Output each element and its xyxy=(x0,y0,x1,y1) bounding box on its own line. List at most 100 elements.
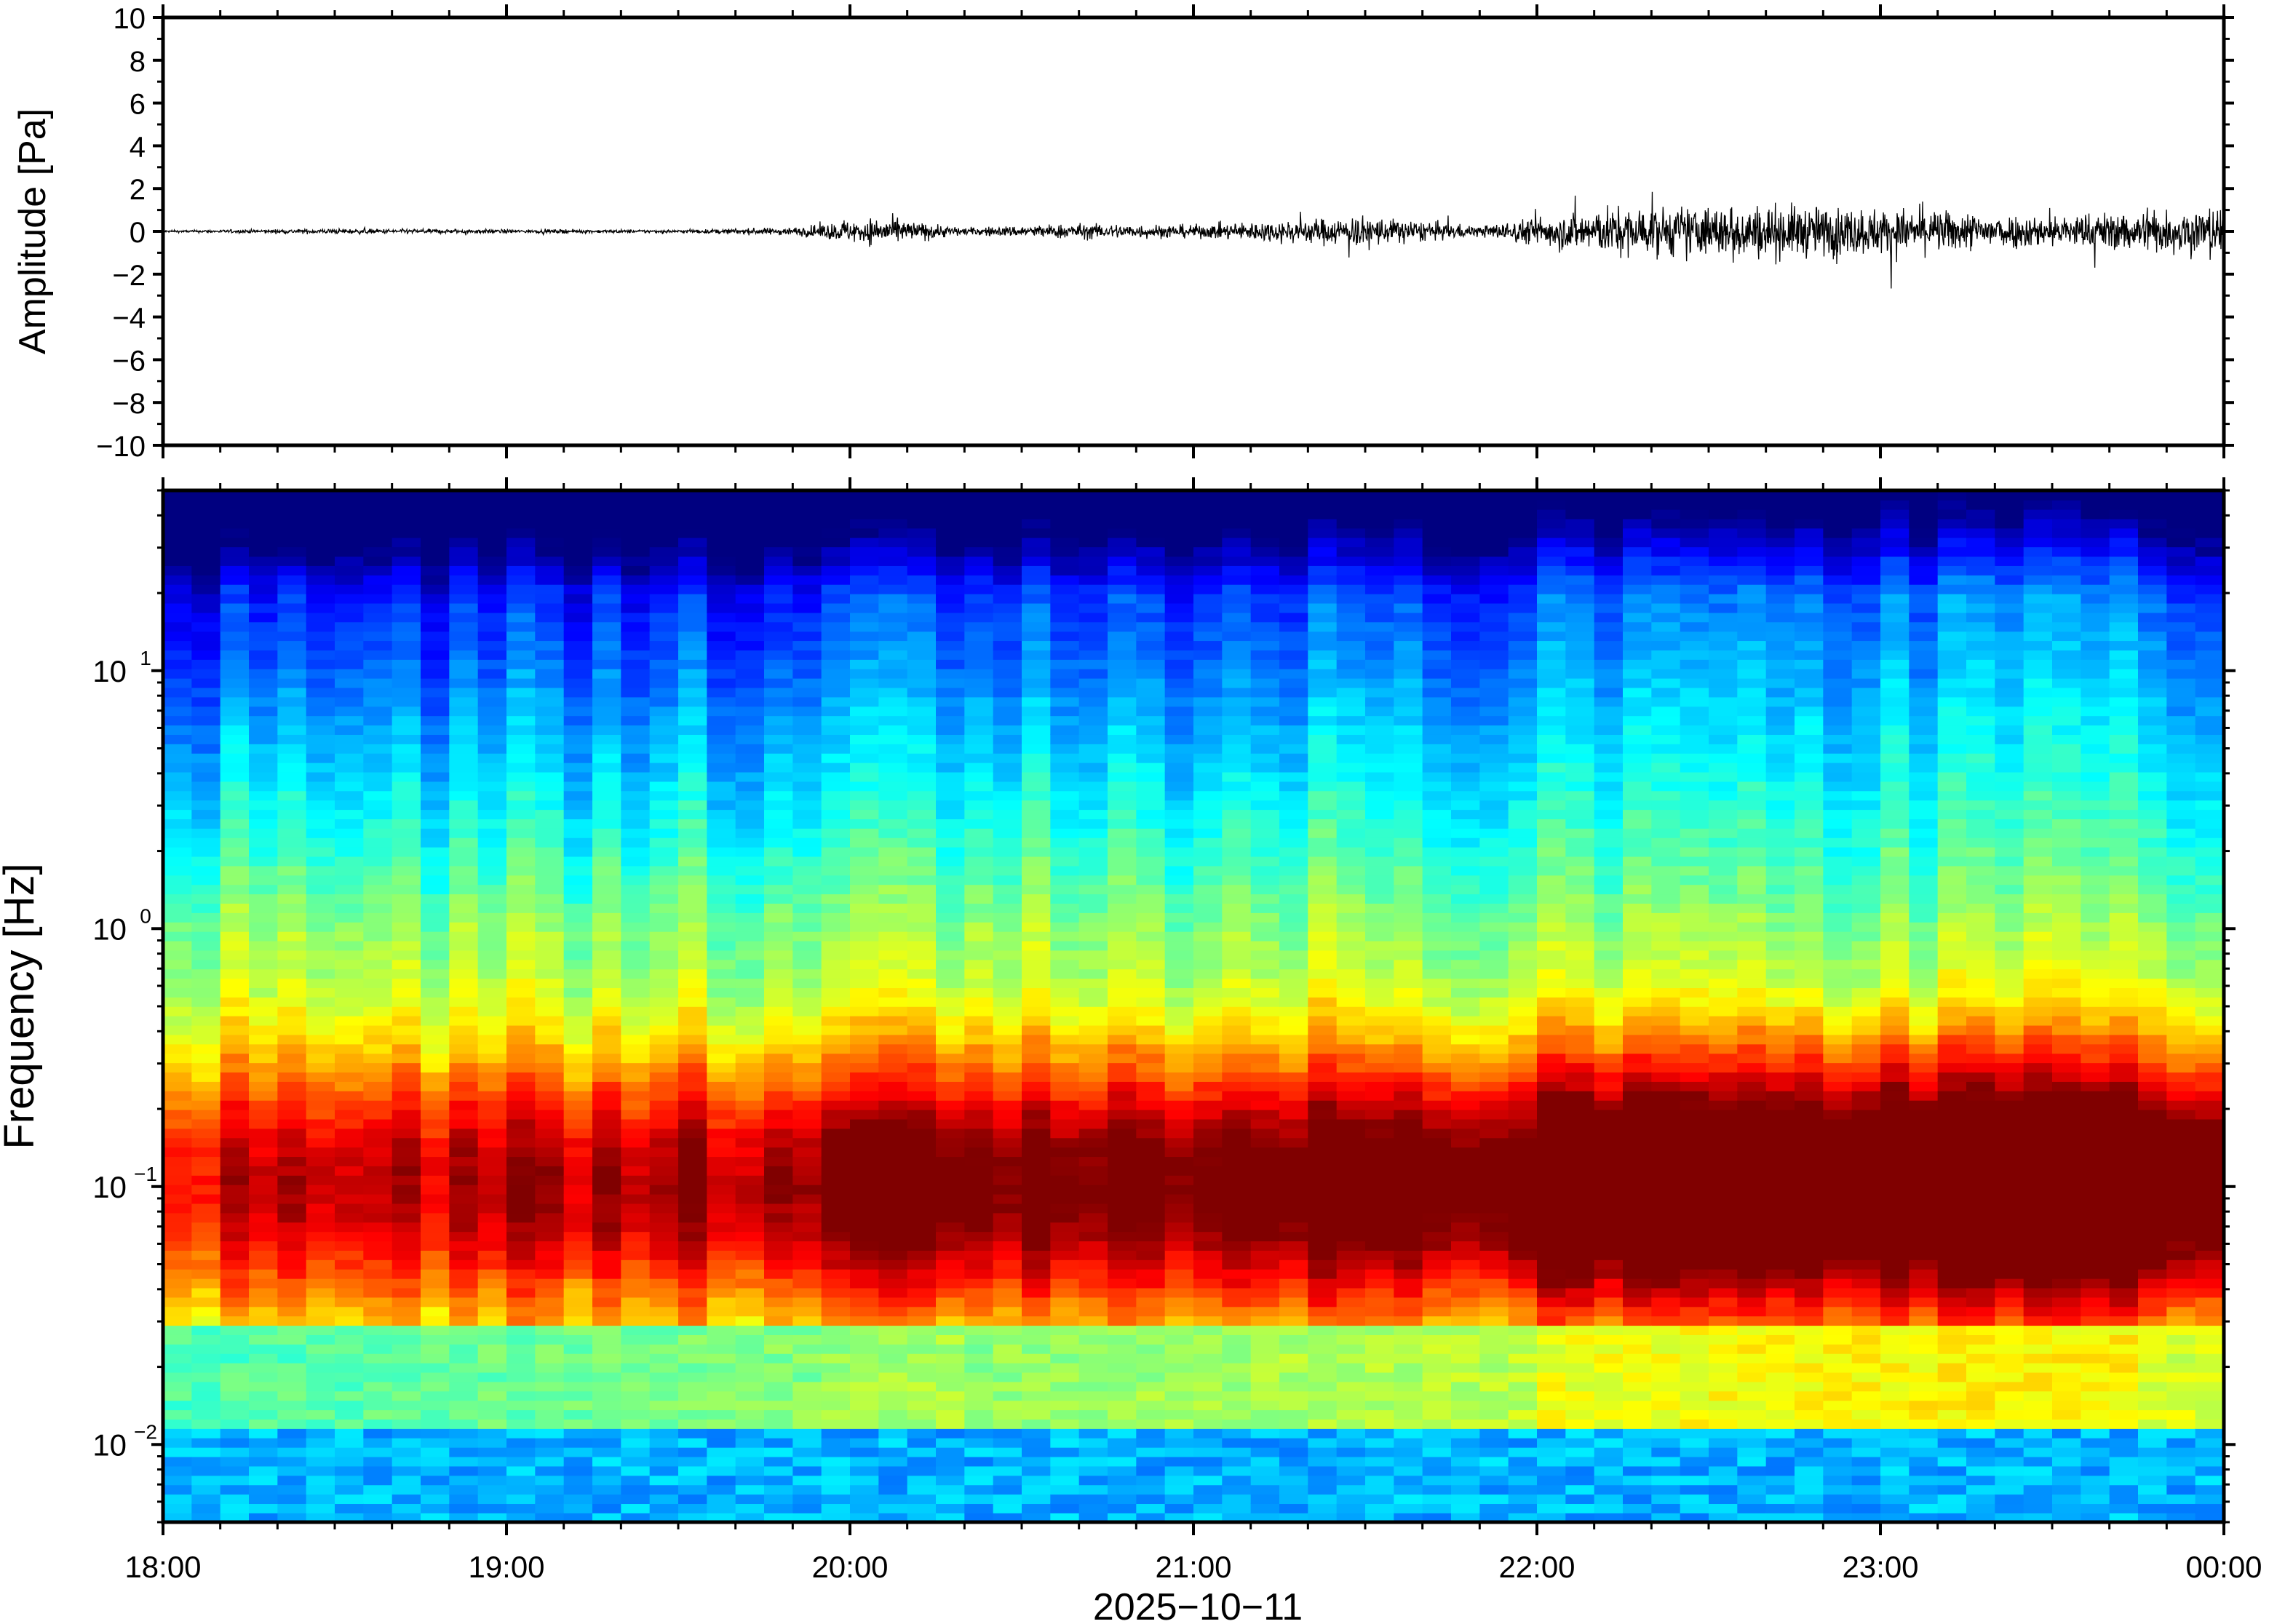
spectrogram-cell xyxy=(707,1446,736,1457)
spectrogram-cell xyxy=(1394,734,1423,744)
spectrogram-cell xyxy=(1336,1456,1366,1467)
spectrogram-cell xyxy=(707,1091,736,1101)
spectrogram-cell xyxy=(1136,1306,1166,1317)
spectrogram-cell xyxy=(449,1072,479,1082)
spectrogram-cell xyxy=(792,1091,822,1101)
spectrogram-cell xyxy=(1078,1147,1108,1158)
spectrogram-cell xyxy=(592,509,622,520)
spectrogram-cell xyxy=(335,846,365,857)
spectrogram-cell xyxy=(220,640,250,650)
spectrogram-cell xyxy=(907,1362,937,1373)
spectrogram-cell xyxy=(993,1297,1022,1307)
spectrogram-cell xyxy=(191,1250,221,1260)
spectrogram-cell xyxy=(964,1409,994,1420)
spectrogram-cell xyxy=(220,631,250,642)
spectrogram-cell xyxy=(592,1381,622,1392)
spectrogram-cell xyxy=(1336,546,1366,557)
spectrogram-cell xyxy=(964,1015,994,1026)
spectrogram-cell xyxy=(792,903,822,913)
spectrogram-cell xyxy=(1164,659,1194,669)
spectrogram-cell xyxy=(764,950,794,960)
spectrogram-cell xyxy=(1222,1118,1252,1129)
spectrogram-cell xyxy=(163,1006,193,1016)
spectrogram-cell xyxy=(792,1212,822,1223)
spectrogram-cell xyxy=(649,1024,679,1035)
spectrogram-cell xyxy=(1050,1390,1080,1401)
spectrogram-cell xyxy=(821,1325,851,1335)
spectrogram-cell xyxy=(449,1193,479,1204)
spectrogram-cell xyxy=(1022,762,1052,773)
spectrogram-cell xyxy=(535,1024,565,1035)
spectrogram-cell xyxy=(1136,1475,1166,1486)
spectrogram-cell xyxy=(563,499,593,510)
spectrogram-cell xyxy=(907,1353,937,1364)
spectrogram-cell xyxy=(1193,856,1223,867)
spectrogram-cell xyxy=(449,1156,479,1166)
spectrogram-cell xyxy=(1308,1306,1338,1317)
spectrogram-cell xyxy=(792,1297,822,1307)
spectrogram-cell xyxy=(363,987,393,998)
spectrogram-cell xyxy=(191,509,221,520)
spectrogram-cell xyxy=(1336,1344,1366,1354)
spectrogram-cell xyxy=(707,1419,736,1429)
spectrogram-cell xyxy=(563,950,593,960)
spectrogram-cell xyxy=(735,1446,765,1457)
spectrogram-cell xyxy=(792,940,822,951)
spectrogram-cell xyxy=(163,1072,193,1082)
spectrogram-cell xyxy=(306,1128,335,1139)
spectrogram-cell xyxy=(850,1053,880,1064)
spectrogram-cell xyxy=(792,1513,822,1522)
spectrogram-cell xyxy=(1279,790,1309,801)
spectrogram-cell xyxy=(592,1212,622,1223)
spectrogram-cell xyxy=(1050,1203,1080,1214)
spectrogram-cell xyxy=(1193,1043,1223,1054)
spectrogram-cell xyxy=(878,809,908,819)
spectrogram-cell xyxy=(821,903,851,913)
spectrogram-cell xyxy=(592,1015,622,1026)
spectrogram-cell xyxy=(792,1437,822,1448)
spectrogram-cell xyxy=(1250,1015,1280,1026)
spectrogram-cell xyxy=(363,875,393,885)
spectrogram-cell xyxy=(792,997,822,1007)
spectrogram-cell xyxy=(163,1109,193,1120)
spectrogram-cell xyxy=(649,640,679,650)
spectrogram-cell xyxy=(1050,1212,1080,1223)
spectrogram-cell xyxy=(707,1372,736,1382)
spectrogram-cell xyxy=(964,762,994,773)
spectrogram-cell xyxy=(392,593,421,604)
spectrogram-cell xyxy=(678,490,708,501)
spectrogram-cell xyxy=(1394,762,1423,773)
spectrogram-cell xyxy=(764,978,794,989)
spectrogram-cell xyxy=(821,1043,851,1054)
spectrogram-cell xyxy=(421,650,450,660)
spectrogram-cell xyxy=(563,1006,593,1016)
spectrogram-cell xyxy=(1136,668,1166,679)
spectrogram-cell xyxy=(421,1081,450,1091)
spectrogram-cell xyxy=(993,1241,1022,1251)
spectrogram-cell xyxy=(1050,1109,1080,1120)
spectrogram-cell xyxy=(878,884,908,895)
spectrogram-cell xyxy=(1279,1109,1309,1120)
spectrogram-cell xyxy=(735,1072,765,1082)
spectrogram-cell xyxy=(907,1400,937,1411)
spectrogram-cell xyxy=(363,744,393,754)
spectrogram-cell xyxy=(735,1128,765,1139)
spectrogram-cell xyxy=(649,565,679,576)
spectrogram-cell xyxy=(335,602,365,613)
spectrogram-cell xyxy=(1336,1390,1366,1401)
spectrogram-cell xyxy=(878,1043,908,1054)
spectrogram-cell xyxy=(850,1099,880,1110)
spectrogram-cell xyxy=(964,706,994,717)
spectrogram-cell xyxy=(1164,1203,1194,1214)
spectrogram-cell xyxy=(964,1446,994,1457)
spectrogram-cell xyxy=(993,1184,1022,1195)
spectrogram-cell xyxy=(335,715,365,726)
spectrogram-cell xyxy=(449,1503,479,1513)
spectrogram-cell xyxy=(1394,819,1423,829)
spectrogram-cell xyxy=(735,1118,765,1129)
spectrogram-cell xyxy=(1050,687,1080,698)
spectrogram-cell xyxy=(878,1015,908,1026)
spectrogram-cell xyxy=(592,968,622,979)
spectrogram-cell xyxy=(649,677,679,688)
spectrogram-cell xyxy=(363,1184,393,1195)
